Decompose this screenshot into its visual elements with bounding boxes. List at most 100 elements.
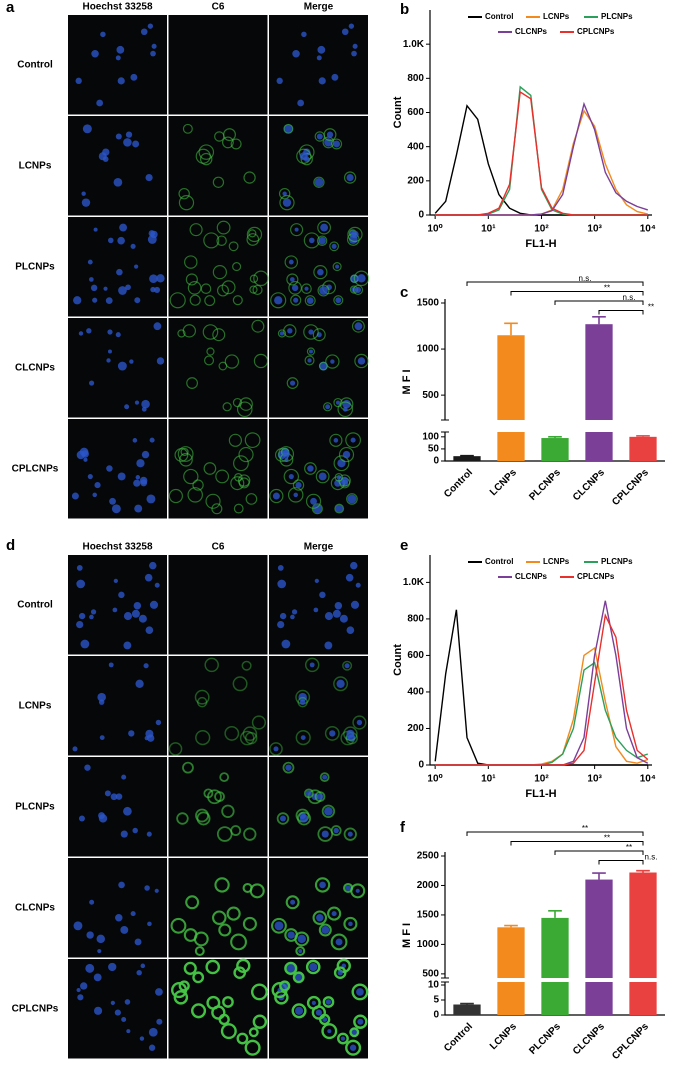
cytoplasm	[303, 324, 319, 340]
x-tick-label: 10¹	[481, 774, 496, 785]
bar	[453, 456, 481, 461]
nucleus	[294, 1006, 304, 1015]
nucleus	[125, 284, 131, 291]
legend-label: Control	[485, 557, 513, 566]
nucleus	[98, 152, 107, 161]
cytoplasm	[182, 324, 197, 338]
cytoplasm	[230, 933, 247, 951]
histogram-line	[435, 646, 649, 766]
cytoplasm	[177, 446, 194, 462]
cytoplasm	[233, 966, 247, 980]
cytoplasm	[284, 961, 298, 975]
cytoplasm	[214, 877, 230, 893]
cytoplasm	[223, 128, 236, 142]
cytoplasm	[322, 996, 335, 1008]
cytoplasm	[253, 353, 269, 369]
cytoplasm	[244, 432, 261, 449]
cytoplasm	[276, 812, 290, 825]
nucleus	[335, 264, 340, 269]
nucleus	[115, 914, 123, 922]
nucleus	[134, 264, 139, 269]
cytoplasm	[343, 726, 358, 742]
nucleus	[87, 259, 93, 265]
nucleus	[124, 999, 131, 1005]
nucleus	[335, 400, 341, 405]
cytoplasm	[195, 729, 211, 746]
nucleus	[96, 934, 106, 944]
nucleus	[342, 406, 348, 412]
nucleus	[145, 173, 153, 182]
nucleus	[132, 438, 138, 443]
cytoplasm	[315, 469, 330, 484]
cytoplasm	[244, 1039, 261, 1056]
x-tick-label: CLCNPs	[571, 467, 607, 503]
y-tick-label: 0	[433, 1010, 439, 1021]
nucleus	[138, 614, 147, 623]
nucleus	[299, 814, 309, 823]
micrograph	[269, 858, 368, 958]
cytoplasm	[334, 503, 345, 514]
cytoplasm	[203, 462, 217, 475]
bar	[541, 982, 569, 1015]
cytoplasm	[346, 493, 358, 505]
nucleus	[316, 793, 324, 800]
nucleus	[139, 476, 148, 485]
cytoplasm	[304, 657, 320, 673]
micrograph	[269, 15, 368, 115]
cytoplasm	[343, 916, 358, 931]
x-tick-label: 10⁴	[640, 774, 656, 785]
nucleus	[339, 614, 348, 623]
bar	[541, 438, 569, 461]
cytoplasm	[283, 324, 297, 338]
cytoplasm	[205, 493, 221, 509]
nucleus	[346, 729, 355, 738]
nucleus	[297, 934, 307, 944]
row-label: Control	[17, 599, 53, 610]
nucleus	[149, 437, 155, 443]
micrograph	[168, 858, 268, 958]
nucleus	[108, 662, 114, 668]
cytoplasm	[305, 493, 322, 509]
nucleus	[309, 237, 315, 244]
significance-label: n.s.	[623, 293, 636, 302]
error-bar	[636, 869, 650, 873]
cytoplasm	[203, 232, 220, 249]
cytoplasm	[313, 176, 325, 188]
panel-letter: e	[400, 537, 408, 554]
nucleus	[118, 881, 125, 889]
cytoplasm	[283, 123, 294, 134]
cytoplasm	[323, 128, 337, 142]
nucleus	[126, 1029, 131, 1034]
nucleus	[145, 729, 154, 738]
x-tick-label: CPLCNPs	[610, 467, 651, 508]
nucleus	[113, 578, 118, 583]
panel-letter: f	[400, 819, 406, 836]
bar	[497, 927, 525, 978]
error-bar	[548, 910, 562, 918]
histogram-line	[434, 609, 648, 766]
cytoplasm	[178, 195, 195, 211]
nucleus	[298, 692, 307, 702]
x-tick-label: 10²	[534, 224, 549, 235]
nucleus	[135, 679, 144, 688]
cytoplasm	[234, 473, 243, 482]
cytoplasm	[297, 696, 308, 708]
cytoplasm	[312, 910, 328, 926]
nucleus	[130, 73, 138, 81]
nucleus	[99, 735, 105, 741]
cytoplasm	[343, 171, 357, 184]
micrograph	[168, 555, 268, 655]
nucleus	[307, 358, 312, 363]
cytoplasm	[252, 1014, 268, 1029]
nucleus	[73, 921, 83, 931]
nucleus	[131, 609, 140, 618]
panel-letter: a	[6, 0, 15, 16]
cytoplasm	[318, 361, 328, 371]
nucleus	[356, 719, 363, 726]
micrograph	[68, 858, 167, 958]
nucleus	[107, 329, 113, 335]
cytoplasm	[238, 446, 254, 463]
cytoplasm	[312, 328, 326, 342]
cytoplasm	[277, 329, 287, 338]
nucleus	[145, 626, 154, 634]
